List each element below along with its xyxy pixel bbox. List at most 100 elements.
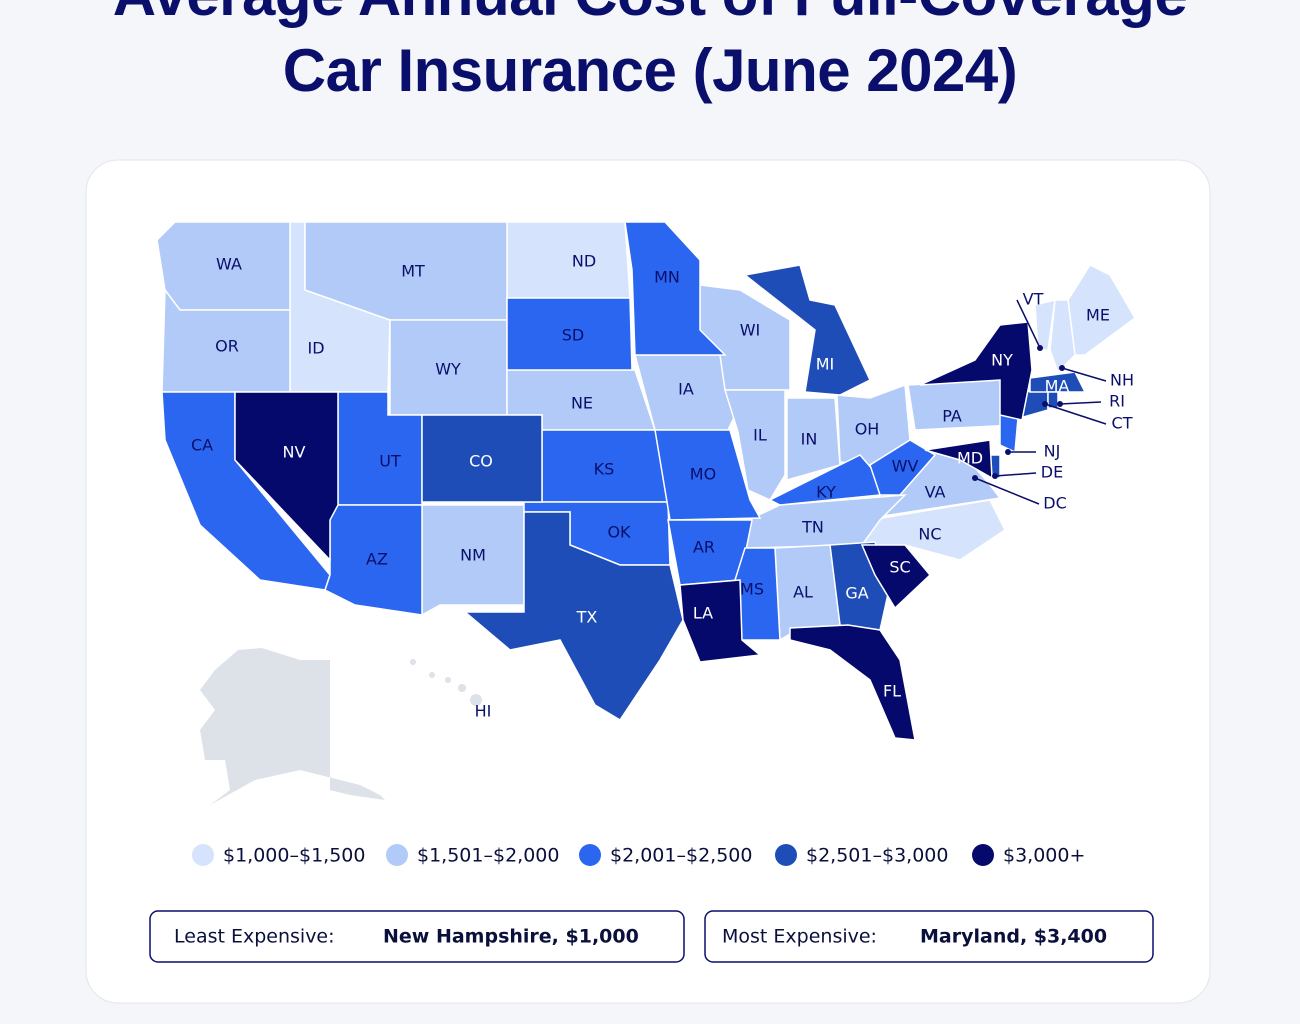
state-label: OK <box>607 523 631 542</box>
legend-swatch <box>579 844 601 866</box>
state-label: PA <box>942 407 962 426</box>
state-label: ME <box>1086 306 1110 325</box>
state-label: DC <box>1043 494 1067 513</box>
state-label: KY <box>816 483 836 502</box>
state-label: VA <box>925 483 946 502</box>
legend-label: $3,000+ <box>1003 845 1085 867</box>
state <box>462 511 684 722</box>
state-label: NE <box>571 394 593 413</box>
state-label: FL <box>883 682 901 701</box>
state <box>421 414 543 503</box>
state-label: IA <box>678 380 694 399</box>
leader-dot <box>1059 365 1065 371</box>
state-label: IN <box>801 430 818 449</box>
leader-dot <box>1005 449 1011 455</box>
state-label: GA <box>845 584 868 603</box>
state <box>869 439 937 496</box>
state-label: SD <box>562 326 584 345</box>
state-label: MN <box>654 268 680 287</box>
state-label: NC <box>918 525 941 544</box>
state-label: CT <box>1112 414 1133 433</box>
state-label: WA <box>216 255 242 274</box>
state-label: WY <box>435 360 461 379</box>
leader-dot <box>1042 401 1048 407</box>
state-label: SC <box>889 558 910 577</box>
state-label: LA <box>693 604 713 623</box>
leader-dot <box>992 473 998 479</box>
state <box>506 297 633 371</box>
state <box>743 264 871 396</box>
state-label: NV <box>283 443 306 462</box>
leader-line <box>974 477 1040 505</box>
state-label: CA <box>191 436 213 455</box>
most-value: Maryland, $3,400 <box>920 926 1107 948</box>
state-label: WV <box>892 457 919 476</box>
state <box>624 221 727 356</box>
state-label: VT <box>1023 290 1044 309</box>
state-label: AR <box>693 538 715 557</box>
state-label: MT <box>401 262 425 281</box>
state-label: KS <box>594 460 615 479</box>
state-label: MA <box>1045 377 1070 396</box>
state-labels: ND ID ME VT NH NC WA OR MT WY NE IA WI IL IN OH PA VA TN AL… <box>191 252 1134 721</box>
state-label: UT <box>379 452 401 471</box>
state-label: RI <box>1109 392 1125 411</box>
state-label: CO <box>469 452 493 471</box>
leader-line <box>994 472 1037 477</box>
leader-line <box>1061 367 1107 382</box>
legend-swatch <box>386 844 408 866</box>
state <box>1029 371 1087 393</box>
state-label: TX <box>576 608 598 627</box>
most-box <box>704 910 1154 963</box>
state <box>860 544 932 610</box>
state-label: MI <box>816 355 835 374</box>
state-label: NH <box>1110 371 1134 390</box>
legend-label: $1,501–$2,000 <box>417 845 559 867</box>
legend-label: $1,000–$1,500 <box>223 845 365 867</box>
leader-dot <box>972 475 978 481</box>
state-label: MD <box>957 449 983 468</box>
state-label: AL <box>793 583 813 602</box>
state-label: HI <box>475 702 492 721</box>
leader-dot <box>1057 401 1063 407</box>
state-label: ID <box>307 339 324 358</box>
state <box>1049 299 1076 374</box>
alaska <box>200 648 385 805</box>
state-label: WI <box>740 321 761 340</box>
state-label: NJ <box>1044 442 1061 461</box>
legend-swatch <box>775 844 797 866</box>
legend-swatch <box>972 844 994 866</box>
state <box>1034 299 1056 351</box>
least-box <box>149 910 685 963</box>
state <box>924 439 993 480</box>
state-label: AZ <box>366 550 388 569</box>
leader-line <box>1044 403 1107 425</box>
state <box>999 414 1019 454</box>
state-label: MO <box>690 465 716 484</box>
leader-line <box>1059 401 1102 405</box>
state <box>679 579 762 663</box>
legend-swatch <box>192 844 214 866</box>
state-label: MS <box>740 580 764 599</box>
state <box>789 624 916 741</box>
leader-dot <box>1037 345 1043 351</box>
leader-line <box>1016 299 1041 349</box>
state <box>654 429 762 521</box>
most-label: Most Expensive: <box>722 926 877 948</box>
legend-label: $2,501–$3,000 <box>806 845 948 867</box>
state-label: DE <box>1041 463 1063 482</box>
state-label: TN <box>801 518 824 537</box>
state-label: OH <box>855 420 880 439</box>
title: Average Annual Cost of Full-Coverage Car… <box>113 0 1188 104</box>
state <box>161 287 291 393</box>
hawaii <box>410 659 482 706</box>
state-label: OR <box>215 337 239 356</box>
legend-label: $2,001–$2,500 <box>610 845 752 867</box>
state <box>234 391 339 562</box>
state-label: NY <box>991 351 1013 370</box>
state-label: ND <box>572 252 596 271</box>
state <box>919 321 1033 421</box>
least-label: Least Expensive: <box>174 926 335 948</box>
